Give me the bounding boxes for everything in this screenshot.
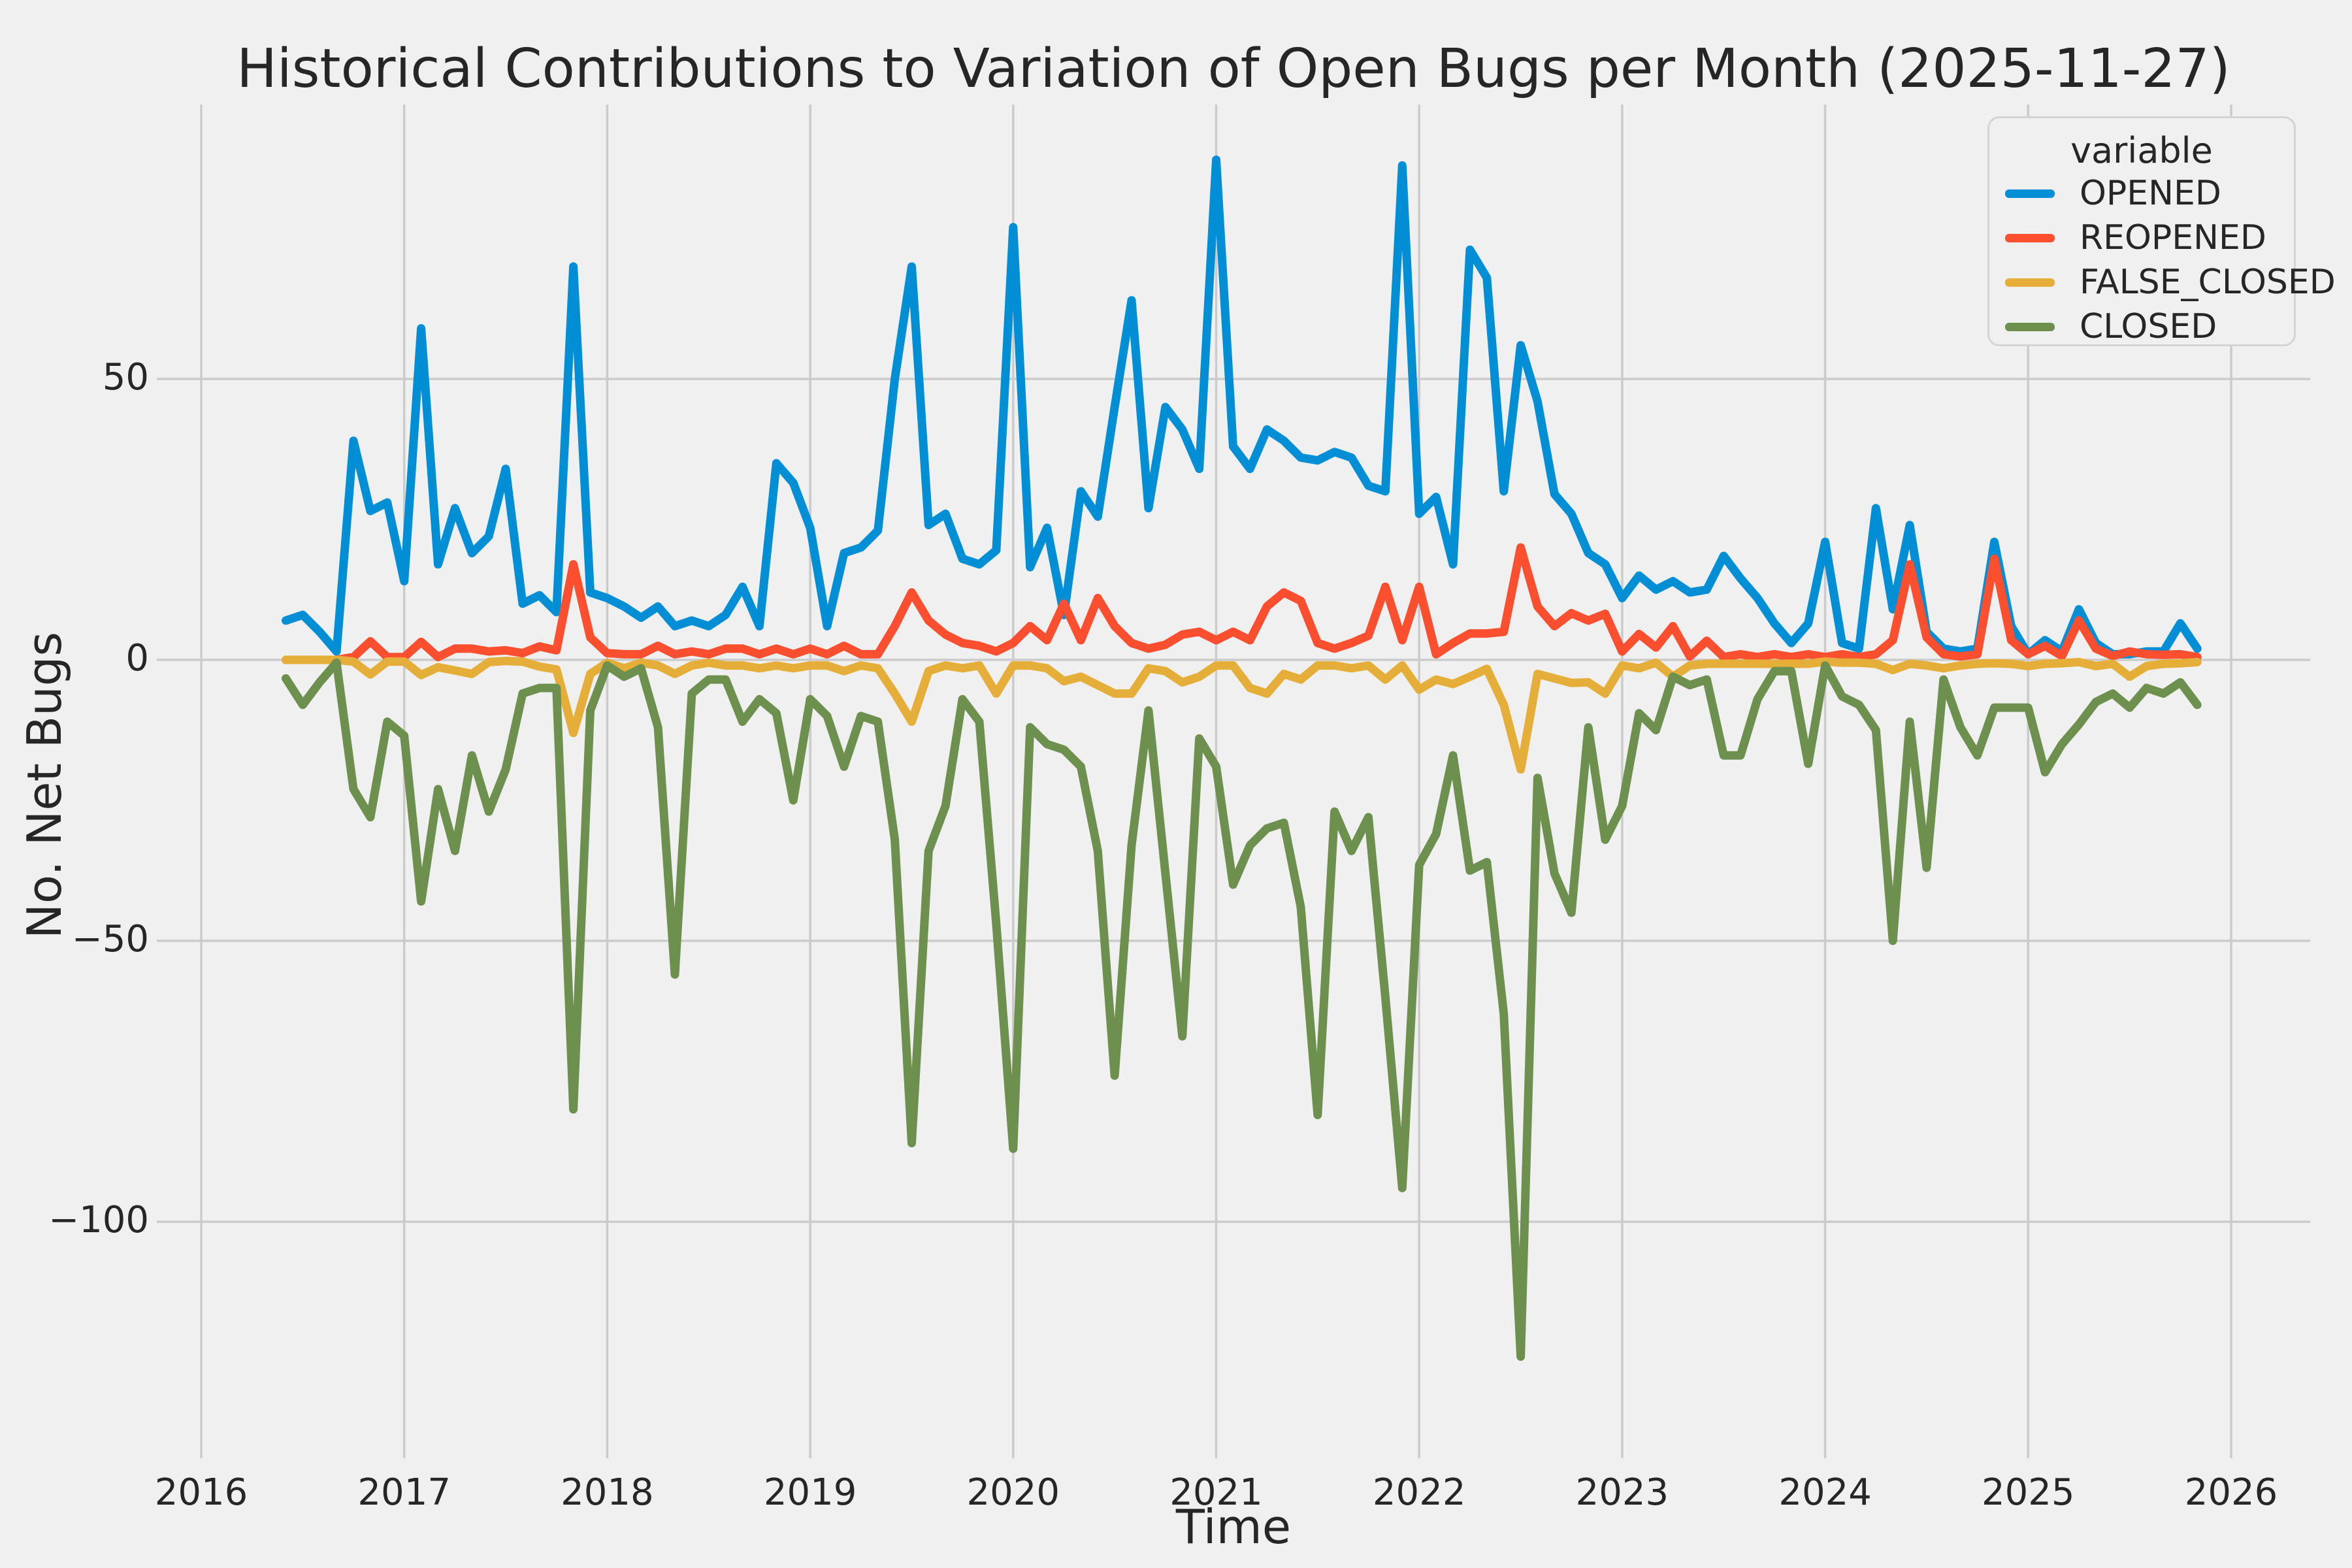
x-tick-2022: 2022 (1372, 1471, 1466, 1514)
legend-item-closed: CLOSED (1989, 304, 2294, 349)
legend-label-false_closed: FALSE_CLOSED (2080, 263, 2336, 302)
x-tick-2016: 2016 (154, 1471, 248, 1514)
series-line-closed (282, 658, 2202, 1361)
y-tick-−100: −100 (48, 1198, 149, 1241)
x-tick-2026: 2026 (2184, 1471, 2278, 1514)
x-axis-label: Time (1175, 1499, 1292, 1554)
legend-label-opened: OPENED (2080, 174, 2221, 213)
y-tick-−50: −50 (71, 917, 149, 960)
legend-label-reopened: REOPENED (2080, 218, 2266, 257)
series-line-opened (282, 155, 2202, 659)
legend-item-reopened: REOPENED (1989, 216, 2294, 260)
x-tick-2017: 2017 (357, 1471, 451, 1514)
legend-swatch-reopened-icon (2005, 233, 2055, 242)
legend-label-closed: CLOSED (2080, 307, 2217, 346)
legend-title: variable (2070, 130, 2213, 171)
x-tick-2024: 2024 (1778, 1471, 1872, 1514)
y-tick-0: 0 (125, 636, 149, 679)
legend-item-opened: OPENED (1989, 171, 2294, 216)
y-axis-label: No. Net Bugs (17, 632, 72, 939)
x-tick-2025: 2025 (1982, 1471, 2075, 1514)
legend-swatch-opened-icon (2005, 189, 2055, 198)
chart-title: Historical Contributions to Variation of… (237, 38, 2230, 100)
x-tick-2018: 2018 (561, 1471, 654, 1514)
legend-items: OPENED REOPENED FALSE_CLOSED CLOSED (1989, 171, 2336, 349)
x-tick-2020: 2020 (966, 1471, 1060, 1514)
y-tick-50: 50 (102, 355, 149, 399)
legend-item-false_closed: FALSE_CLOSED (1989, 260, 2336, 304)
legend-swatch-false_closed-icon (2005, 278, 2055, 287)
x-tick-2021: 2021 (1169, 1471, 1263, 1514)
series-line-reopened (282, 543, 2202, 664)
legend-swatch-closed-icon (2005, 322, 2055, 331)
x-tick-2019: 2019 (763, 1471, 857, 1514)
legend: variable OPENED REOPENED FALSE_CLOSED CLOSE… (1987, 116, 2336, 349)
x-tick-2023: 2023 (1575, 1471, 1669, 1514)
